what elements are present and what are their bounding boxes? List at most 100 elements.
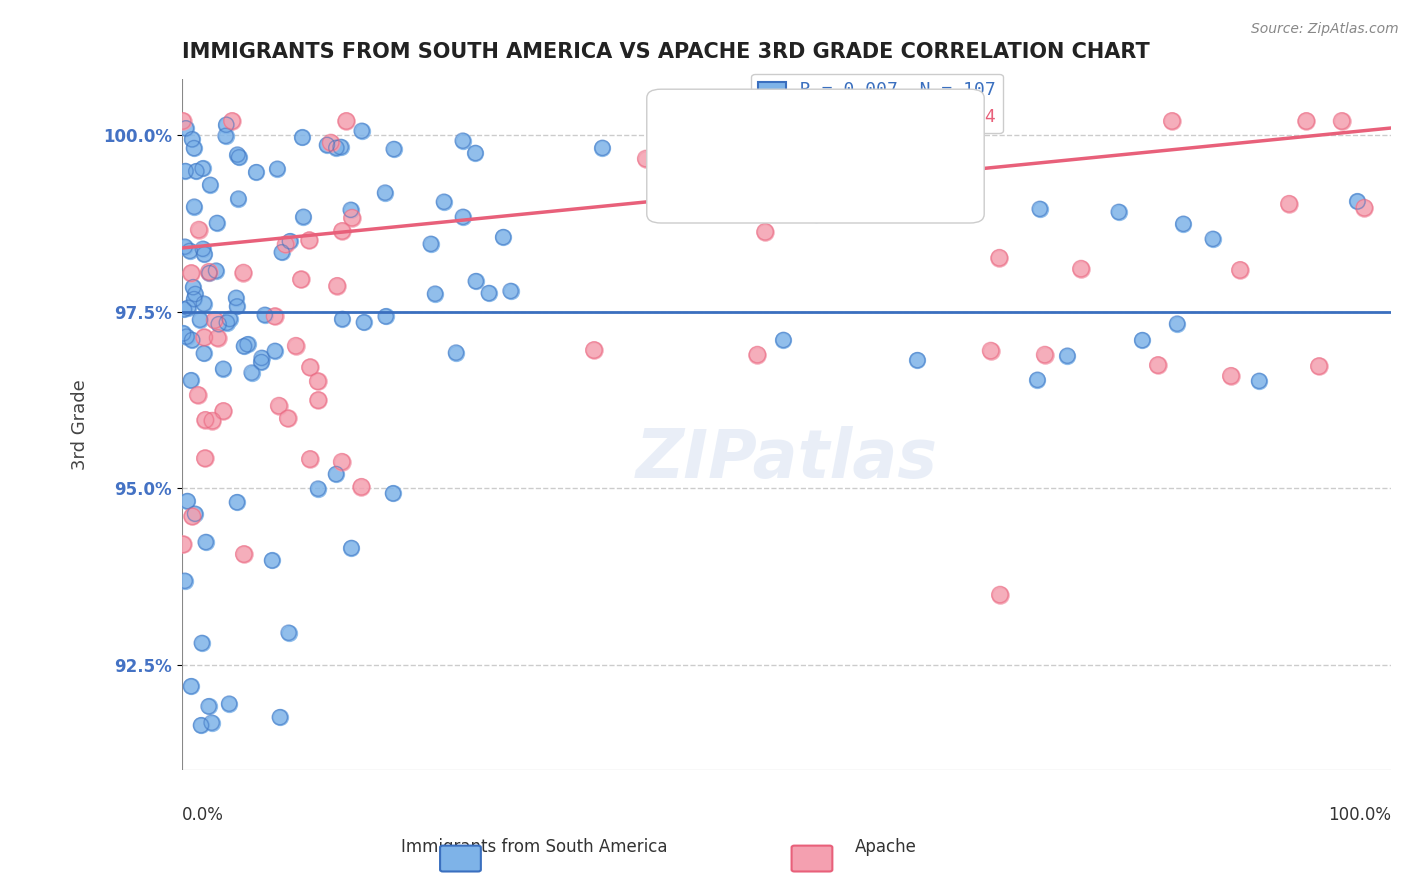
Point — [419, 236, 441, 251]
Point — [190, 718, 212, 732]
Point — [451, 134, 474, 148]
Point — [181, 509, 204, 524]
Point — [212, 404, 235, 418]
Point — [423, 286, 446, 301]
Point — [353, 315, 375, 329]
Point — [988, 251, 1011, 265]
Point — [290, 272, 312, 286]
Point — [350, 480, 373, 494]
Point — [181, 333, 204, 347]
Point — [419, 236, 441, 251]
Point — [325, 141, 347, 155]
Point — [250, 355, 273, 369]
Point — [208, 317, 231, 331]
Point — [204, 313, 226, 327]
Y-axis label: 3rd Grade: 3rd Grade — [72, 379, 89, 470]
Point — [221, 114, 243, 128]
Point — [181, 333, 204, 347]
Point — [197, 699, 219, 714]
Point — [253, 308, 276, 322]
Point — [274, 237, 297, 252]
Point — [262, 553, 284, 567]
Point — [172, 326, 194, 341]
Point — [226, 300, 249, 314]
Point — [269, 710, 291, 724]
Point — [1308, 359, 1330, 373]
Point — [747, 348, 769, 362]
Point — [191, 161, 214, 176]
Point — [193, 346, 215, 360]
Point — [277, 625, 299, 640]
Point — [277, 625, 299, 640]
Point — [214, 128, 236, 143]
Point — [298, 233, 321, 247]
Point — [433, 194, 456, 209]
Point — [194, 413, 217, 427]
Point — [183, 292, 205, 306]
Point — [183, 141, 205, 155]
Point — [980, 343, 1002, 358]
Point — [786, 140, 808, 154]
Point — [1160, 114, 1182, 128]
Point — [1308, 359, 1330, 373]
Point — [190, 718, 212, 732]
Point — [267, 399, 290, 413]
Point — [225, 291, 247, 305]
Point — [173, 240, 195, 254]
Point — [1173, 217, 1195, 231]
Point — [172, 537, 194, 551]
Point — [1070, 261, 1092, 276]
Point — [292, 210, 315, 224]
Point — [1166, 317, 1188, 331]
Point — [582, 343, 605, 357]
Point — [904, 172, 927, 186]
Point — [1130, 333, 1153, 347]
Point — [226, 495, 249, 509]
Point — [236, 337, 259, 351]
Point — [194, 535, 217, 549]
Text: ZIPatlas: ZIPatlas — [636, 426, 938, 492]
Point — [250, 351, 273, 365]
Point — [350, 480, 373, 494]
Point — [181, 132, 204, 146]
Point — [1173, 217, 1195, 231]
Point — [180, 373, 202, 387]
Point — [187, 222, 209, 236]
Point — [181, 132, 204, 146]
Point — [172, 326, 194, 341]
Point — [499, 284, 522, 298]
Point — [1202, 232, 1225, 246]
Point — [330, 224, 353, 238]
Point — [198, 265, 221, 279]
Point — [307, 393, 329, 408]
Point — [747, 348, 769, 362]
Point — [174, 121, 197, 136]
Point — [179, 244, 201, 258]
Point — [316, 137, 339, 152]
Point — [1147, 358, 1170, 372]
Point — [451, 210, 474, 224]
Point — [215, 118, 238, 132]
Point — [173, 302, 195, 317]
Point — [208, 317, 231, 331]
Point — [193, 330, 215, 344]
Point — [180, 679, 202, 693]
Point — [197, 699, 219, 714]
Point — [374, 186, 396, 200]
Point — [270, 245, 292, 260]
Point — [221, 114, 243, 128]
Point — [298, 452, 321, 467]
Point — [215, 316, 238, 330]
Text: Source: ZipAtlas.com: Source: ZipAtlas.com — [1251, 22, 1399, 37]
Point — [284, 339, 307, 353]
Point — [478, 286, 501, 301]
Point — [1202, 232, 1225, 246]
Point — [183, 200, 205, 214]
Point — [1028, 202, 1050, 216]
Point — [382, 486, 405, 500]
Point — [591, 141, 613, 155]
Point — [240, 366, 263, 380]
Point — [634, 152, 657, 166]
Point — [218, 312, 240, 326]
Point — [172, 114, 194, 128]
